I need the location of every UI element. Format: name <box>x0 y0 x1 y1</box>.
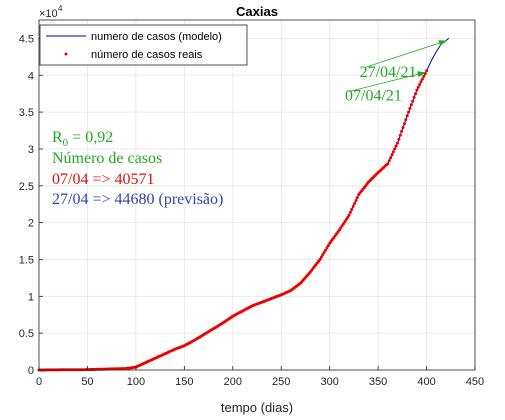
y-tick-label: 4.5 <box>19 33 34 45</box>
legend: numero de casos (modelo) número de casos… <box>40 25 247 65</box>
series-real-point <box>396 142 399 145</box>
annotation-real-cases: 07/04 => 40571 <box>52 171 155 188</box>
series-real-point <box>352 205 355 208</box>
series-real-point <box>407 111 410 114</box>
y-exponent-base: ×10 <box>39 8 58 20</box>
series-real-point <box>414 92 417 95</box>
y-tick-label: 2 <box>28 218 34 230</box>
y-tick-label: 3.5 <box>19 107 34 119</box>
series-real-point <box>404 118 407 121</box>
x-tick-label: 0 <box>36 376 42 388</box>
annotation-arrow-label: 07/04/21 <box>345 87 402 104</box>
series-real-point <box>415 89 418 92</box>
series-real-point <box>355 199 358 202</box>
x-axis-label: tempo (dias) <box>221 400 293 415</box>
series-real-point <box>388 159 391 162</box>
y-tick-label: 2.5 <box>19 181 34 193</box>
x-tick-label: 250 <box>272 376 290 388</box>
y-tick-label: 4 <box>28 70 34 82</box>
series-real-point <box>397 138 400 141</box>
series-real-point <box>353 202 356 205</box>
y-tick-label: 3 <box>28 144 34 156</box>
annotation-arrow-label: 27/04/21 <box>360 64 417 81</box>
annotation-r0-main: R <box>52 129 63 146</box>
series-real-point <box>402 126 405 129</box>
series-real-point <box>418 83 421 86</box>
series-real-point <box>413 96 416 99</box>
x-tick-label: 150 <box>175 376 193 388</box>
y-tick-label: 1.5 <box>19 254 34 266</box>
series-real-point <box>399 134 402 137</box>
series-real-point <box>348 214 351 217</box>
series-real-point <box>406 114 409 117</box>
series-real-point <box>410 103 413 106</box>
x-tick-label: 350 <box>369 376 387 388</box>
x-tick-label: 400 <box>417 376 435 388</box>
series-real-point <box>356 196 359 199</box>
series-real-point <box>386 162 389 165</box>
series-real-point <box>391 153 394 156</box>
legend-real-label: número de casos reais <box>91 49 203 61</box>
y-exponent: ×10 4 <box>39 4 63 20</box>
series-real-point <box>411 100 414 103</box>
series-real-point <box>393 147 396 150</box>
annotation-cases-heading: Número de casos <box>52 150 162 167</box>
y-tick-label: 0 <box>28 365 34 377</box>
series-real-point <box>395 145 398 148</box>
series-real-point <box>400 130 403 133</box>
series-real-point <box>420 80 423 83</box>
legend-real-swatch <box>65 53 68 56</box>
series-real-point <box>417 86 420 89</box>
series-real-point <box>408 107 411 110</box>
series-real-point <box>421 78 424 81</box>
x-tick-label: 450 <box>466 376 484 388</box>
series-real-point <box>425 69 428 72</box>
series-real-point <box>349 211 352 214</box>
annotation-forecast: 27/04 => 44680 (previsão) <box>52 191 223 208</box>
series-real-point <box>392 150 395 153</box>
chart-title: Caxias <box>236 4 278 19</box>
series-real-point <box>389 156 392 159</box>
x-tick-label: 200 <box>224 376 242 388</box>
series-real-point <box>350 208 353 211</box>
x-tick-label: 50 <box>81 376 93 388</box>
legend-model-label: numero de casos (modelo) <box>91 31 222 43</box>
y-exponent-power: 4 <box>58 4 63 13</box>
y-tick-label: 0.5 <box>19 328 34 340</box>
y-tick-label: 1 <box>28 291 34 303</box>
x-tick-label: 100 <box>127 376 145 388</box>
series-real-point <box>403 122 406 125</box>
x-tick-label: 300 <box>320 376 338 388</box>
annotation-r0-rest: = 0,92 <box>68 129 113 146</box>
series-real-point <box>422 75 425 78</box>
